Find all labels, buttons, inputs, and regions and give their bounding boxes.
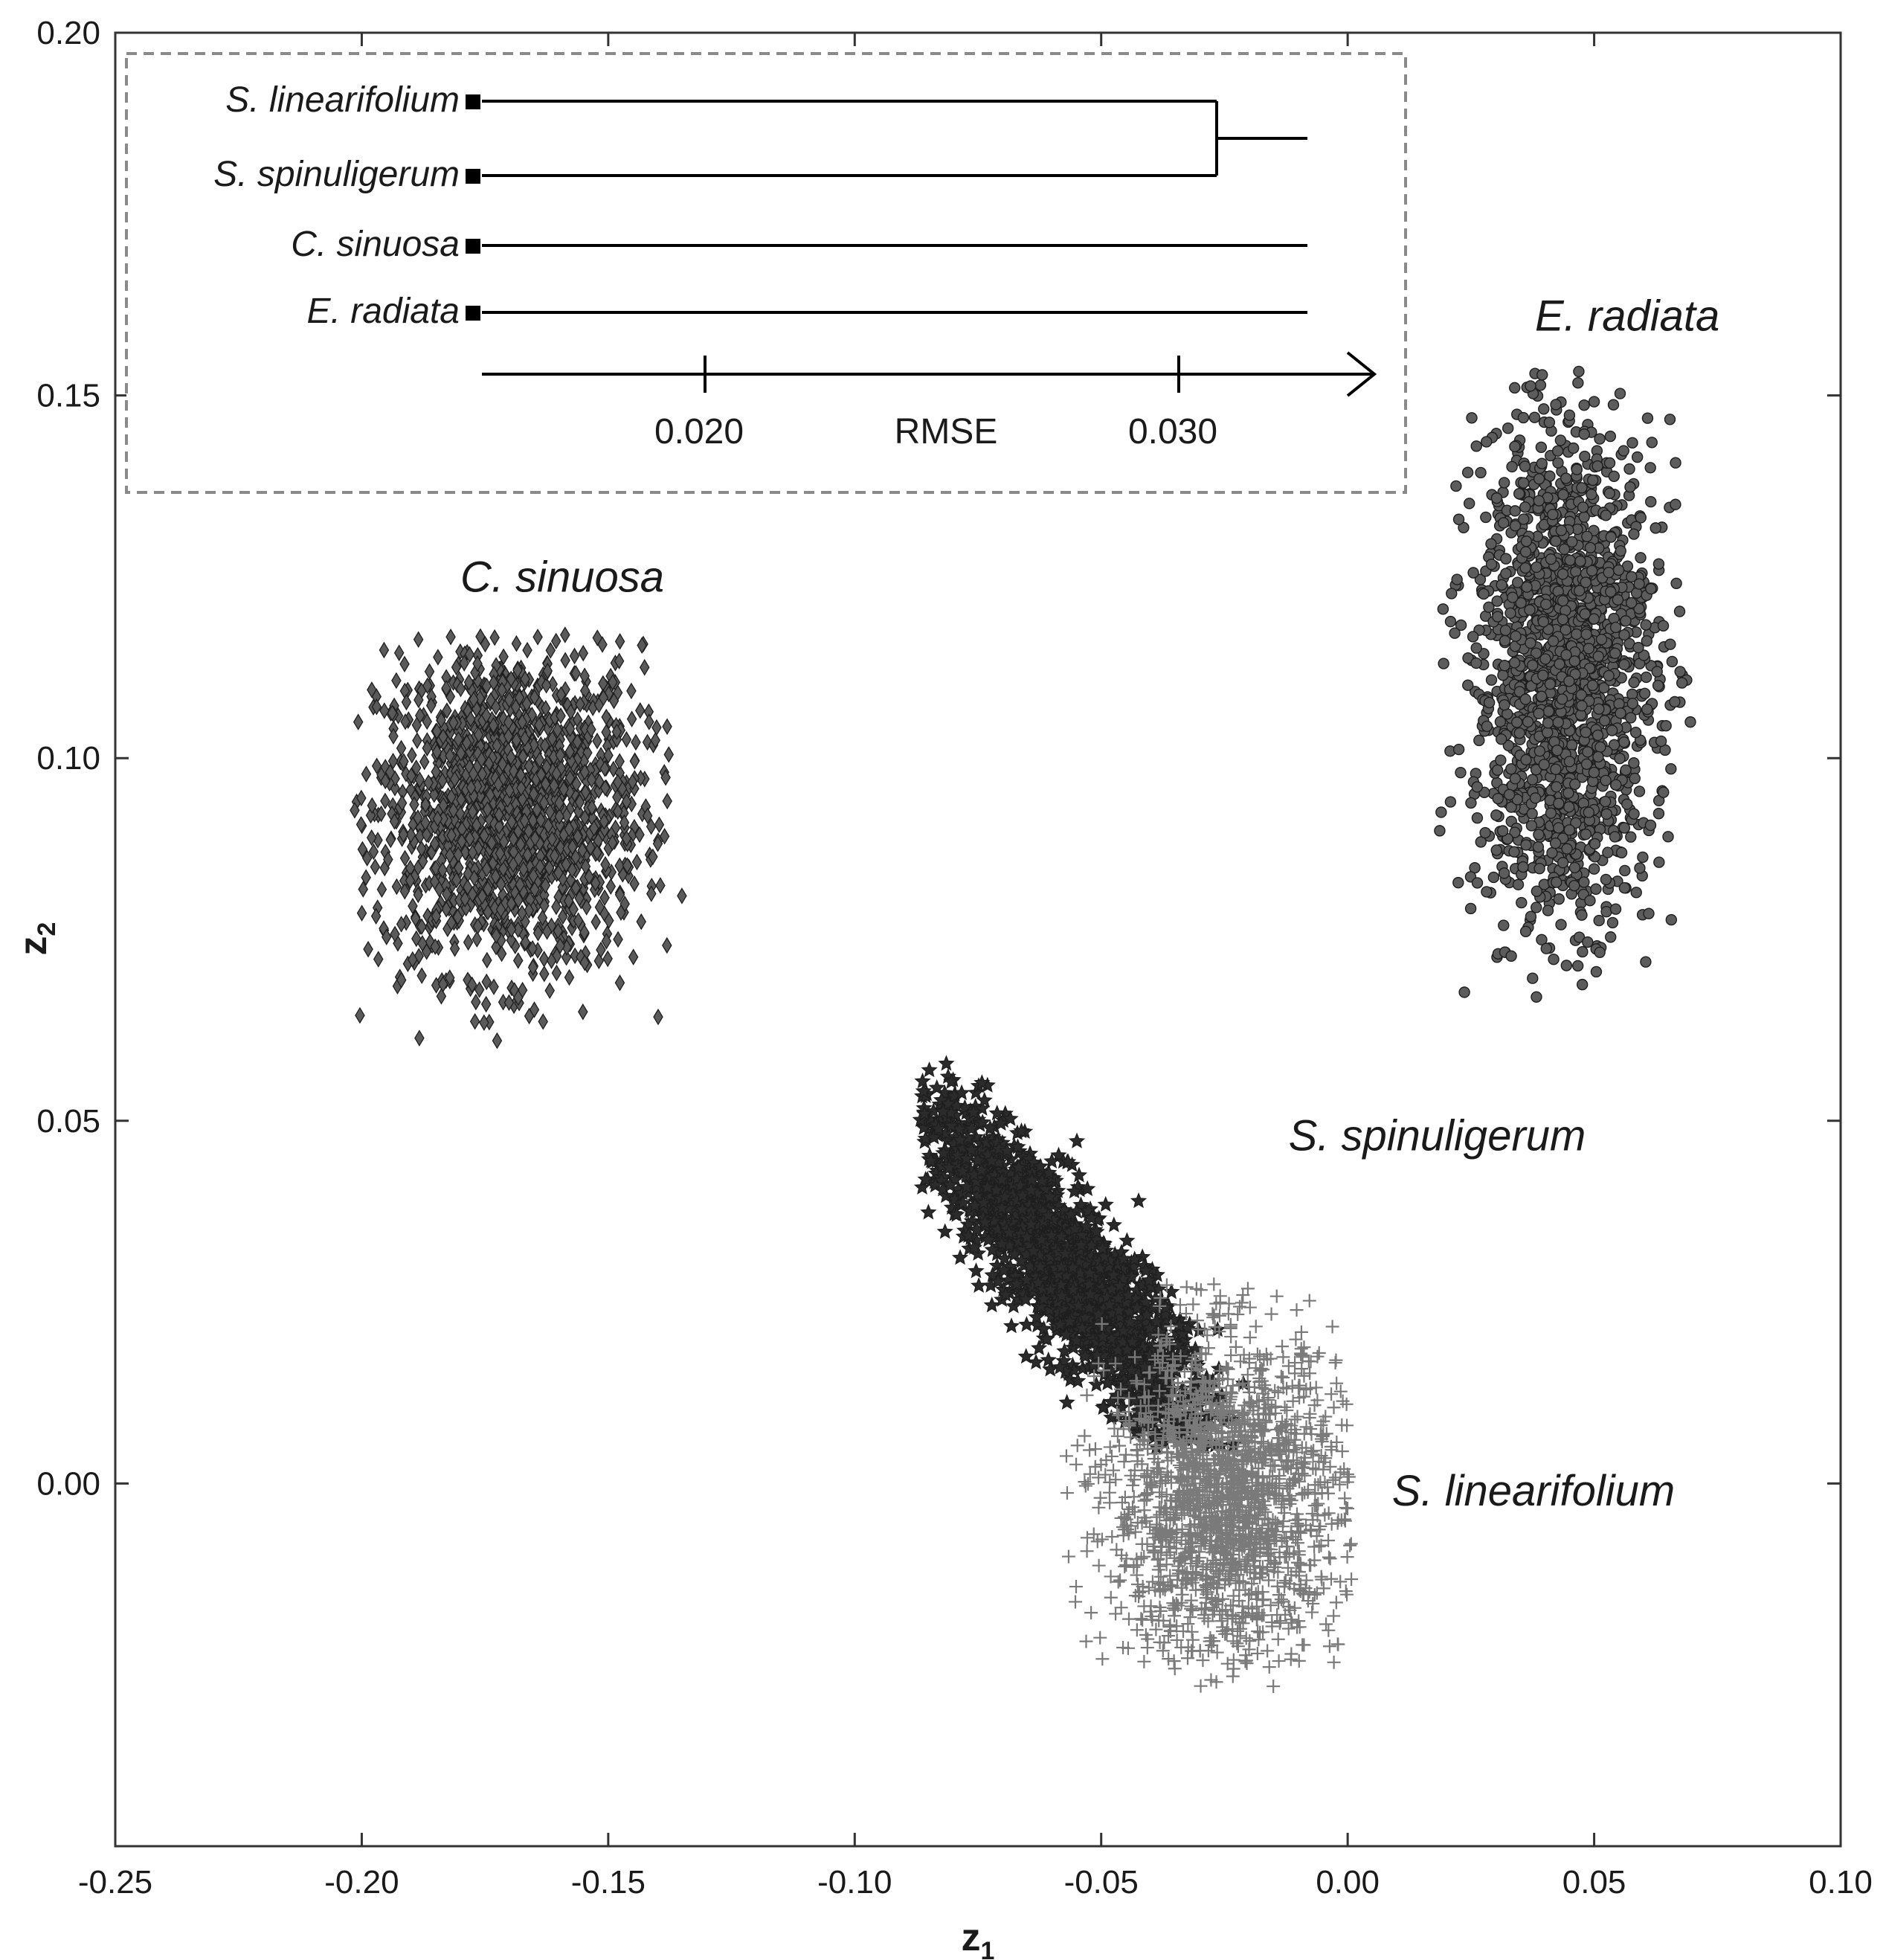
x-tick-label: 0.05 <box>1562 1864 1626 1900</box>
y-tick-label: 0.05 <box>36 1103 100 1140</box>
y-tick-label: 0.15 <box>36 378 100 414</box>
leaf-marker <box>466 169 480 184</box>
rmse-tick-label: 0.020 <box>654 412 744 452</box>
leaf-marker <box>466 239 480 254</box>
rmse-axis-label: RMSE <box>895 412 998 452</box>
x-axis-title-sub: 1 <box>981 1937 995 1960</box>
y-tick-label: 0.00 <box>36 1465 100 1502</box>
dendrogram-leaf-label: S. spinuligerum <box>213 155 460 194</box>
rmse-tick-label: 0.030 <box>1128 412 1217 452</box>
x-tick-label: -0.10 <box>817 1864 892 1900</box>
x-axis-title-main: z <box>962 1916 981 1959</box>
x-tick-label: -0.25 <box>78 1864 152 1900</box>
x-tick-label: -0.05 <box>1064 1864 1139 1900</box>
leaf-marker <box>466 306 480 321</box>
cluster-label: S. linearifolium <box>1392 1467 1675 1515</box>
dendrogram-inset: S. linearifolium S. spinuligerum C. sinuos… <box>126 54 1406 492</box>
y-axis-title-sub: 2 <box>33 922 61 936</box>
cluster-label: S. spinuligerum <box>1289 1111 1586 1160</box>
x-tick-label: -0.20 <box>324 1864 399 1900</box>
y-tick-label: 0.20 <box>36 15 100 51</box>
cluster-label: E. radiata <box>1535 292 1719 340</box>
dendrogram-leaf-label: E. radiata <box>307 292 460 331</box>
x-tick-label: 0.10 <box>1809 1864 1873 1900</box>
leaf-marker <box>466 94 480 109</box>
x-tick-label: 0.00 <box>1316 1864 1380 1900</box>
dendrogram-leaf-label: C. sinuosa <box>291 225 460 264</box>
x-tick-label: -0.15 <box>571 1864 646 1900</box>
y-axis-title-main: z <box>12 936 55 955</box>
cluster-label: C. sinuosa <box>460 553 664 601</box>
dendrogram-leaf-label: S. linearifolium <box>225 80 460 120</box>
y-tick-label: 0.10 <box>36 740 100 777</box>
